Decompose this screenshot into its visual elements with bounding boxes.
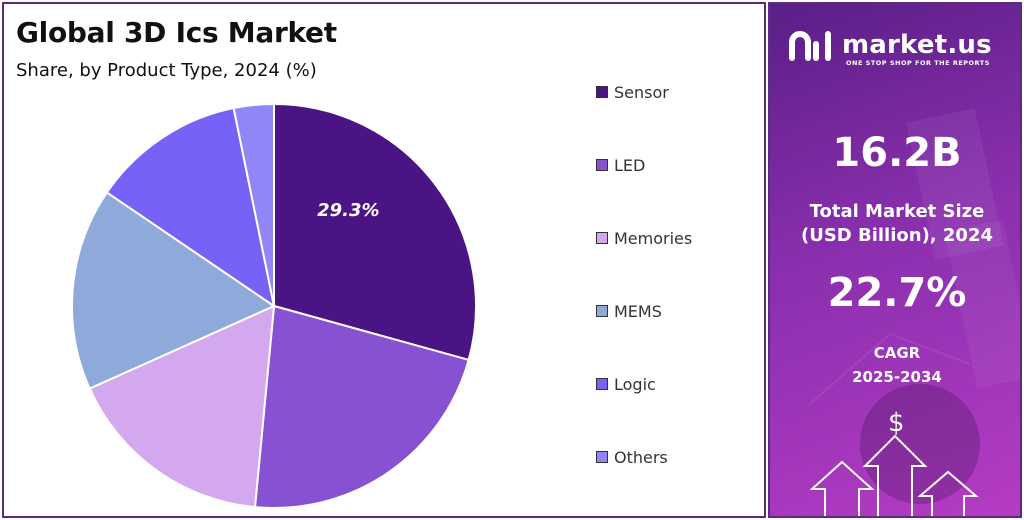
pie-chart: 29.3% [71, 102, 477, 509]
cagr-label: CAGR [873, 344, 921, 362]
chart-subtitle: Share, by Product Type, 2024 (%) [16, 60, 317, 81]
brand-name: market.us [842, 30, 992, 60]
market-size-label-line2: (USD Billion), 2024 [800, 225, 994, 246]
legend-label: Logic [614, 374, 656, 394]
cagr-period: 2025-2034 [852, 368, 942, 386]
data-label-sensor: 29.3% [317, 200, 379, 221]
brand-tagline: ONE STOP SHOP FOR THE REPORTS [846, 59, 990, 67]
summary-panel: market.us ONE STOP SHOP FOR THE REPORTS … [768, 2, 1022, 518]
cagr-value: 22.7% [827, 270, 967, 316]
legend-item-others: Others [596, 447, 668, 467]
dollar-icon: $ [888, 408, 905, 438]
legend-swatch [596, 232, 608, 244]
pie-slice-mems [71, 191, 277, 390]
legend-swatch [596, 378, 608, 390]
legend-swatch [596, 305, 608, 317]
legend-swatch [596, 86, 608, 98]
market-size-label-line1: Total Market Size [809, 201, 985, 222]
pie-slice-sensor [273, 102, 477, 362]
legend-label: Memories [614, 228, 693, 248]
legend-swatch [596, 451, 608, 463]
legend-item-mems: MEMS [596, 301, 662, 321]
market-size-value: 16.2B [832, 130, 962, 176]
legend-swatch [596, 159, 608, 171]
legend-label: Others [614, 447, 668, 467]
legend-label: MEMS [614, 301, 662, 321]
pie-slice-logic [105, 106, 276, 309]
market-us-logo-icon [789, 31, 831, 61]
chart-panel: Global 3D Ics Market Share, by Product T… [2, 2, 766, 518]
brand-logo: market.us [788, 28, 992, 62]
legend-item-logic: Logic [596, 374, 656, 394]
legend-item-led: LED [596, 155, 645, 175]
pie-slice-memories [88, 304, 276, 509]
legend-item-memories: Memories [596, 228, 692, 248]
legend-item-sensor: Sensor [596, 82, 669, 102]
legend-label: LED [614, 155, 646, 175]
chart-title: Global 3D Ics Market [16, 16, 337, 49]
growth-arrows-icon [810, 434, 979, 516]
pie-slice-led [253, 304, 470, 509]
pie-slice-others [232, 102, 275, 307]
legend-label: Sensor [614, 82, 669, 102]
